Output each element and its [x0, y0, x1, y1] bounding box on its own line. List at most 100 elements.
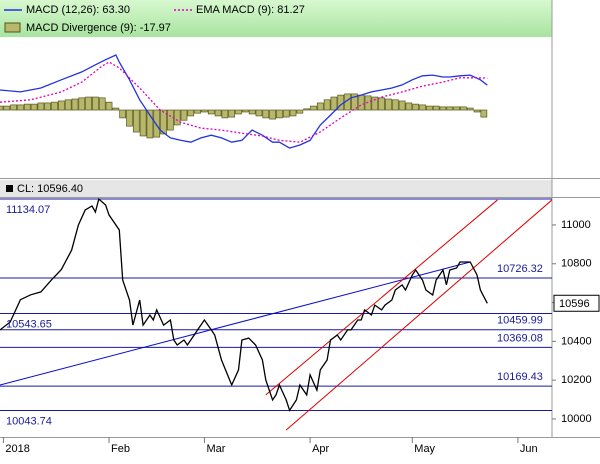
- trend-line: [0, 261, 471, 386]
- legend: MACD (12,26): 63.30 EMA MACD (9): 81.27 …: [4, 4, 305, 34]
- histogram-bar: [187, 109, 195, 117]
- legend-label: MACD Divergence (9): -17.97: [26, 22, 171, 34]
- legend-swatch: [4, 22, 21, 33]
- histogram-bar: [207, 109, 215, 115]
- histogram-bar: [412, 103, 420, 111]
- histogram-bar: [385, 98, 392, 111]
- histogram-bar: [439, 106, 447, 111]
- x-tick-label: Mar: [206, 443, 225, 455]
- histogram-bar: [221, 109, 229, 119]
- histogram-bar: [276, 109, 283, 119]
- y-tick-label: 10200: [561, 374, 592, 386]
- x-tick-label: May: [414, 443, 435, 455]
- level-label: 10169.43: [497, 371, 543, 383]
- trend-line: [285, 199, 552, 431]
- histogram-bar: [146, 109, 154, 139]
- histogram-bar: [112, 107, 120, 111]
- histogram-bar: [241, 109, 249, 113]
- histogram-bar: [214, 109, 222, 117]
- histogram-bar: [248, 109, 256, 115]
- y-tick-label: 10800: [561, 258, 592, 270]
- histogram-bar: [57, 100, 65, 111]
- legend-box: [0, 0, 552, 37]
- level-label: 11134.07: [6, 204, 50, 216]
- histogram-bar: [105, 101, 113, 111]
- histogram-bar: [391, 99, 399, 111]
- histogram-bar: [167, 109, 174, 131]
- histogram-bar: [351, 93, 358, 111]
- histogram-bar: [419, 104, 426, 111]
- histogram-bar: [425, 105, 433, 111]
- macd-line: [0, 61, 488, 143]
- histogram-bar: [201, 109, 208, 113]
- histogram-bar: [37, 102, 45, 111]
- histogram-bar: [453, 106, 460, 111]
- histogram-bar: [85, 96, 92, 111]
- histogram-bar: [378, 97, 385, 111]
- histogram-bar: [473, 109, 481, 113]
- histogram-bar: [132, 109, 140, 133]
- histogram-bar: [119, 109, 127, 119]
- histogram-bar: [173, 109, 181, 126]
- histogram-bar: [480, 109, 488, 118]
- trend-line: [265, 199, 498, 396]
- header-icon: [6, 185, 13, 192]
- histogram-bar: [296, 109, 304, 114]
- macd-plot: [0, 54, 488, 149]
- current-price-tag: [553, 294, 600, 312]
- histogram-bar: [432, 105, 440, 111]
- histogram-bar: [10, 104, 17, 111]
- level-label: 10726.32: [497, 263, 543, 275]
- histogram-bar: [303, 108, 311, 111]
- level-label: 10543.65: [6, 318, 52, 330]
- legend-label: EMA MACD (9): 81.27: [196, 4, 305, 16]
- current-price-label: 10596: [559, 298, 590, 310]
- histogram-bar: [398, 100, 406, 111]
- y-tick-label: 11000: [561, 219, 591, 231]
- histogram-bar: [51, 101, 58, 111]
- histogram-bar: [235, 109, 242, 115]
- histogram-bar: [0, 105, 4, 111]
- histogram-bar: [30, 103, 38, 111]
- histogram-bar: [64, 99, 72, 111]
- y-tick-label: 10400: [561, 335, 592, 347]
- x-tick-label: Apr: [312, 443, 329, 455]
- price-plot: [0, 198, 552, 431]
- x-tick-label: Jun: [520, 443, 538, 455]
- header-bar: [0, 180, 552, 197]
- histogram-bar: [466, 107, 474, 111]
- histogram-bar: [310, 105, 317, 111]
- histogram-bar: [78, 97, 86, 111]
- x-tick-label: 2018: [5, 443, 29, 455]
- level-label: 10369.08: [497, 332, 543, 344]
- histogram-bar: [269, 109, 276, 120]
- legend-label: MACD (12,26): 63.30: [26, 4, 130, 16]
- macd-line: [0, 54, 488, 149]
- histogram-bar: [98, 97, 106, 111]
- histogram-bar: [92, 96, 99, 111]
- histogram-bar: [17, 104, 24, 111]
- histogram-bar: [228, 109, 236, 118]
- histogram-bar: [194, 109, 201, 114]
- y-tick-label: 10000: [561, 413, 592, 425]
- histogram-bar: [160, 109, 167, 135]
- histogram-bar: [3, 105, 11, 111]
- level-label: 10459.99: [497, 315, 543, 327]
- histogram-bar: [126, 109, 133, 127]
- histogram-bar: [282, 109, 290, 118]
- histogram-bar: [330, 96, 338, 111]
- axes: 11134.07 10726.32 10543.65 10459.99 10369.08…: [2, 204, 600, 455]
- histogram-bar: [262, 109, 270, 119]
- histogram-bar: [446, 106, 454, 111]
- histogram-bar: [371, 96, 379, 111]
- histogram-bar: [460, 106, 467, 111]
- histogram-bar: [357, 94, 365, 111]
- histogram-bar: [71, 98, 79, 111]
- histogram-bar: [316, 102, 324, 111]
- histogram-bar: [405, 102, 413, 111]
- histogram-bar: [44, 102, 52, 111]
- level-label: 10043.74: [6, 415, 52, 427]
- histogram-bar: [139, 109, 147, 137]
